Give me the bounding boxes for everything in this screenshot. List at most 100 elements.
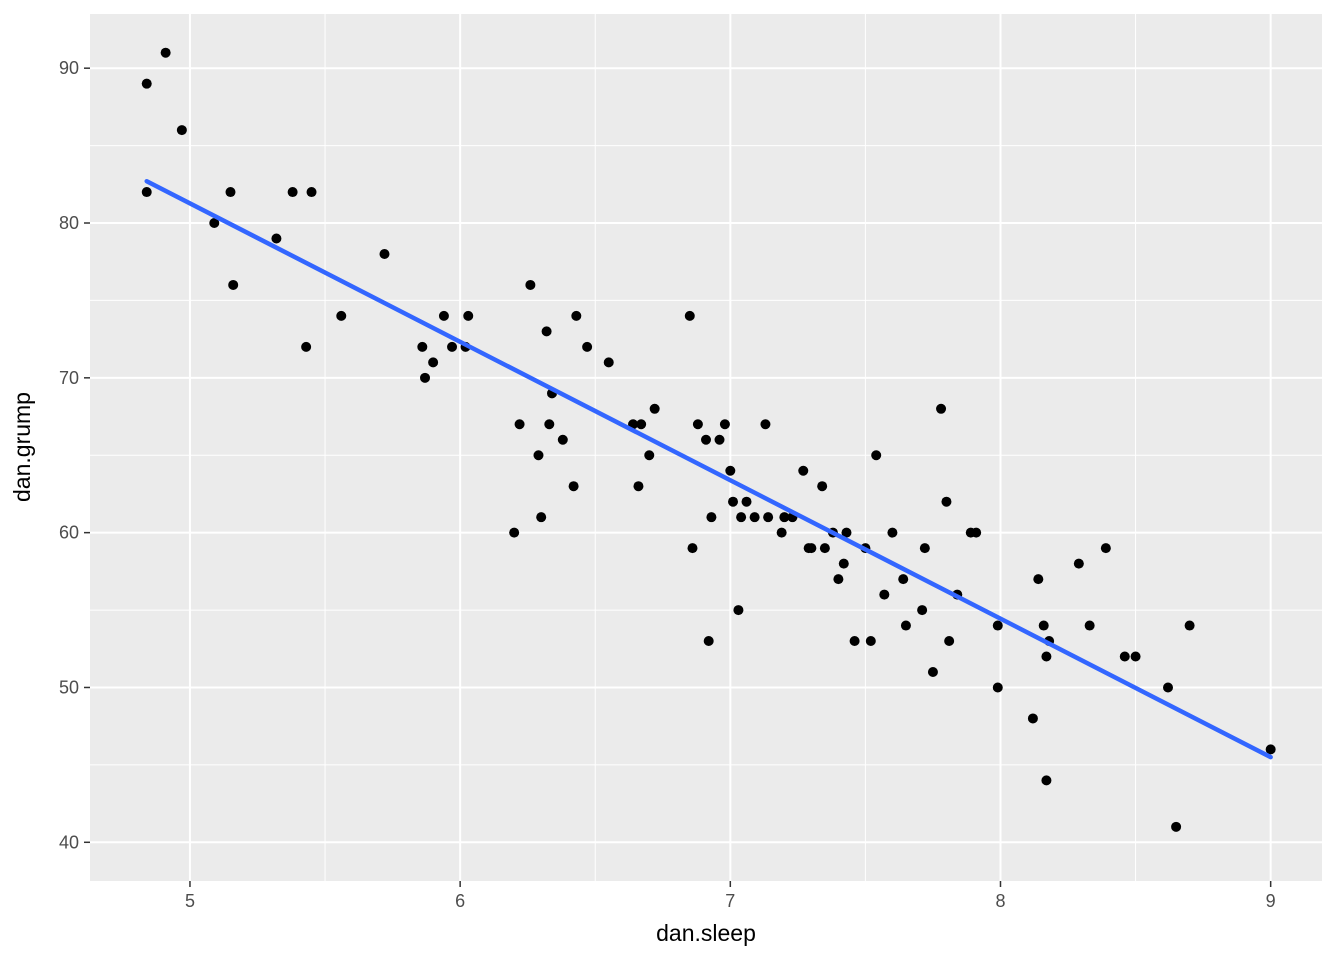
data-point (644, 450, 655, 461)
y-tick-label: 50 (59, 677, 79, 697)
data-point (568, 481, 579, 492)
data-point (533, 450, 544, 461)
y-tick-label: 60 (59, 523, 79, 543)
data-point (703, 636, 714, 647)
data-point (1163, 682, 1173, 693)
data-point (971, 527, 982, 538)
data-point (887, 527, 898, 538)
x-tick-label: 6 (455, 891, 465, 911)
data-point (649, 403, 660, 414)
x-tick-label: 7 (725, 891, 735, 911)
data-point (806, 543, 817, 554)
data-point (763, 512, 774, 523)
data-point (919, 543, 930, 554)
data-point (1038, 620, 1049, 631)
data-point (336, 310, 347, 321)
data-point (714, 434, 725, 445)
data-point (271, 233, 282, 244)
data-point (514, 419, 525, 430)
data-point (447, 341, 458, 352)
y-tick-label: 70 (59, 368, 79, 388)
data-point (941, 496, 952, 507)
data-point (936, 403, 947, 414)
data-point (944, 636, 955, 647)
data-point (463, 310, 474, 321)
data-point (544, 419, 555, 430)
data-point (160, 47, 171, 58)
data-point (417, 341, 428, 352)
data-point (1033, 574, 1044, 585)
data-point (900, 620, 911, 631)
data-point (849, 636, 860, 647)
chart-layers: 5 6 7 8 9 40 50 60 70 80 90 (59, 14, 1322, 911)
data-point (833, 574, 844, 585)
data-point (1041, 775, 1052, 786)
data-point (420, 372, 431, 383)
data-point (728, 496, 739, 507)
y-tick-label: 90 (59, 58, 79, 78)
data-point (871, 450, 882, 461)
data-point (1184, 620, 1195, 631)
data-point (603, 357, 614, 368)
data-point (228, 279, 239, 290)
data-point (927, 666, 938, 677)
data-point (571, 310, 582, 321)
data-point (301, 341, 312, 352)
data-point (636, 419, 647, 430)
data-point (176, 125, 187, 136)
data-point (1100, 543, 1111, 554)
data-point (687, 543, 698, 554)
data-point (633, 481, 644, 492)
data-point (557, 434, 568, 445)
data-point (287, 187, 298, 198)
data-point (225, 187, 236, 198)
x-tick-label: 8 (995, 891, 1005, 911)
data-point (865, 636, 876, 647)
data-point (1265, 744, 1276, 755)
y-tick-label: 80 (59, 213, 79, 233)
data-point (438, 310, 449, 321)
data-point (428, 357, 439, 368)
data-point (741, 496, 752, 507)
data-point (379, 248, 390, 259)
data-point (733, 605, 744, 616)
data-point (536, 512, 547, 523)
data-point (760, 419, 771, 430)
data-point (1119, 651, 1130, 662)
data-point (306, 187, 317, 198)
data-point (541, 326, 552, 337)
data-point (749, 512, 760, 523)
data-point (879, 589, 890, 600)
data-point (141, 78, 152, 89)
data-point (736, 512, 747, 523)
y-tick-label: 40 (59, 832, 79, 852)
data-point (1041, 651, 1052, 662)
data-point (525, 279, 536, 290)
data-point (898, 574, 909, 585)
data-point (1130, 651, 1141, 662)
data-point (779, 512, 790, 523)
data-point (706, 512, 717, 523)
data-point (1171, 821, 1182, 832)
data-point (582, 341, 593, 352)
data-point (209, 218, 220, 229)
data-point (725, 465, 736, 476)
data-point (798, 465, 809, 476)
data-point (701, 434, 711, 445)
data-point (1027, 713, 1038, 724)
data-point (992, 620, 1003, 631)
data-point (719, 419, 730, 430)
data-point (917, 605, 928, 616)
data-point (509, 527, 520, 538)
data-point (841, 527, 852, 538)
data-point (838, 558, 849, 569)
plot-panel (90, 14, 1322, 881)
y-axis-title: dan.grump (9, 392, 35, 502)
data-point (819, 543, 830, 554)
data-point (141, 187, 152, 198)
data-point (992, 682, 1003, 693)
x-tick-label: 5 (185, 891, 195, 911)
data-point (817, 481, 828, 492)
